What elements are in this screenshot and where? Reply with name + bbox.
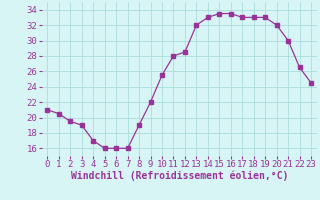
X-axis label: Windchill (Refroidissement éolien,°C): Windchill (Refroidissement éolien,°C)	[70, 171, 288, 181]
